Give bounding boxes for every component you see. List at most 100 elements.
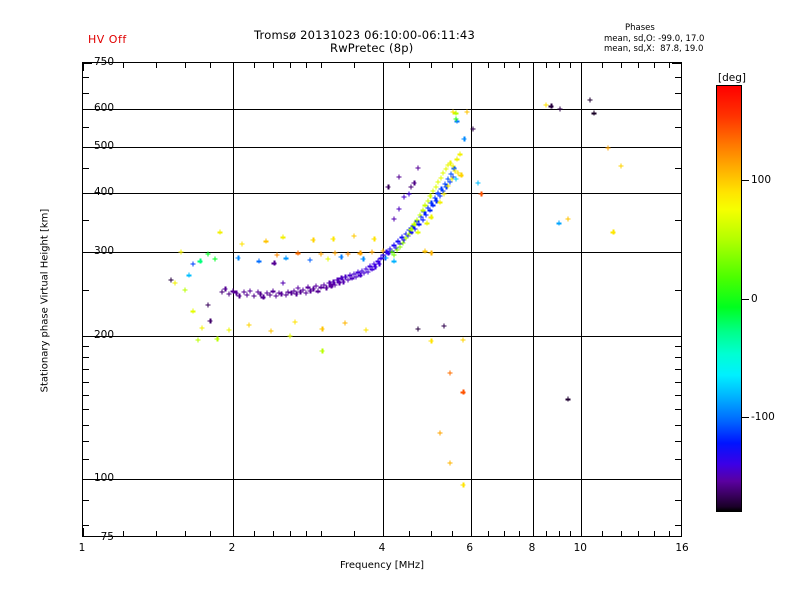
data-point [397, 244, 403, 250]
data-point [391, 252, 397, 258]
data-point [357, 250, 363, 256]
gridline-horizontal [83, 252, 681, 253]
data-point [447, 370, 453, 376]
axis-tick-y [675, 289, 681, 291]
data-point [226, 291, 232, 297]
data-point [383, 249, 389, 255]
axis-tick-x [451, 531, 453, 536]
data-point [412, 226, 418, 232]
data-point [445, 162, 451, 168]
data-point [197, 258, 203, 264]
data-point [369, 249, 375, 255]
axis-tick-y [675, 395, 681, 396]
axis-tick-y [83, 459, 89, 460]
axis-tick-y [675, 424, 681, 426]
data-point [401, 194, 407, 200]
data-point [450, 163, 456, 169]
data-point [371, 261, 377, 267]
data-point [411, 180, 417, 186]
data-point [445, 183, 451, 189]
data-point [428, 200, 434, 206]
axis-tick-x [558, 63, 560, 68]
data-point [332, 282, 338, 288]
data-point [342, 274, 348, 280]
axis-tick-x [383, 63, 384, 71]
data-point [264, 290, 270, 296]
axis-tick-y [672, 192, 681, 194]
axis-tick-y [83, 109, 92, 110]
data-point [369, 266, 375, 272]
data-point [396, 206, 402, 212]
data-point [214, 336, 220, 342]
data-point [256, 258, 261, 264]
data-point [391, 216, 397, 222]
y-tick-label: 300 [93, 245, 114, 257]
data-point [393, 245, 399, 251]
data-point [280, 234, 286, 240]
axis-tick-x [210, 531, 212, 536]
data-point [441, 323, 447, 329]
y-tick-label: 200 [93, 328, 114, 341]
axis-tick-x [620, 63, 622, 68]
data-point [403, 231, 409, 237]
axis-tick-x [320, 531, 322, 536]
data-point [273, 293, 279, 298]
data-point [435, 190, 441, 196]
data-point [291, 288, 297, 293]
data-point [338, 254, 344, 260]
data-point [428, 338, 434, 344]
data-point [460, 337, 466, 343]
data-point [297, 289, 303, 295]
data-point [365, 269, 371, 274]
axis-tick-x [184, 63, 186, 68]
data-point [428, 214, 434, 220]
data-point [336, 280, 342, 286]
axis-tick-x [431, 531, 433, 536]
axis-tick-y [675, 381, 681, 383]
axis-tick-x [570, 63, 572, 68]
data-point [235, 255, 241, 261]
data-point [427, 207, 433, 213]
axis-tick-x [533, 528, 534, 536]
data-point [400, 240, 406, 246]
axis-tick-y [672, 146, 681, 148]
axis-tick-y [675, 220, 681, 222]
data-point [460, 389, 466, 395]
data-point [391, 258, 397, 264]
colorbar-tick [742, 179, 749, 181]
axis-tick-x [272, 531, 274, 536]
data-point [383, 255, 389, 261]
data-point [330, 236, 336, 242]
axis-tick-y [83, 478, 92, 480]
data-point [247, 288, 253, 293]
data-point [389, 249, 394, 255]
data-point [303, 290, 309, 296]
data-point [372, 264, 378, 270]
y-tick-label: 750 [93, 56, 114, 68]
phases-x-stats: mean, sd,X: 87.8, 19.0 [604, 44, 704, 54]
y-tick-label: 500 [93, 139, 114, 152]
axis-tick-y [83, 369, 89, 371]
gridline-horizontal [83, 335, 681, 337]
data-point [548, 103, 554, 109]
data-point [267, 292, 273, 298]
axis-tick-y [83, 395, 89, 396]
gridline-vertical [470, 63, 472, 536]
data-point [420, 217, 425, 223]
data-point [565, 396, 571, 402]
data-point [205, 302, 211, 308]
axis-tick-x [488, 531, 490, 536]
data-point [452, 168, 458, 174]
data-point [406, 191, 411, 197]
data-point [395, 238, 401, 244]
data-point [435, 179, 441, 185]
data-point [244, 292, 250, 298]
data-point [323, 285, 329, 291]
axis-tick-x [470, 63, 472, 71]
data-point [280, 280, 286, 286]
data-point [260, 294, 266, 300]
data-point [447, 179, 452, 185]
colorbar [716, 85, 742, 512]
data-point [283, 292, 289, 298]
data-point [360, 256, 366, 262]
